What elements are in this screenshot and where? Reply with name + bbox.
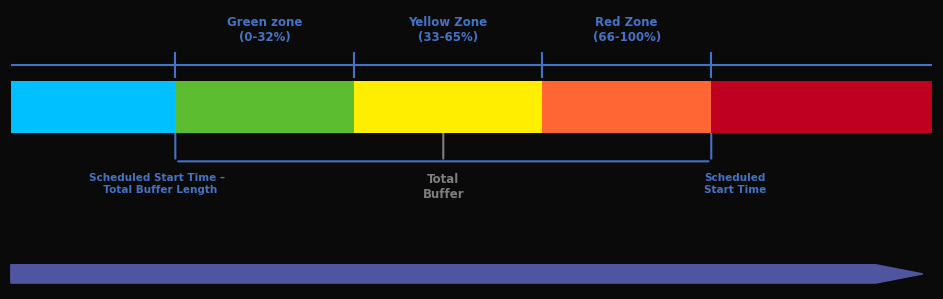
- Bar: [10, 81, 175, 133]
- Bar: [542, 81, 711, 133]
- Text: Scheduled Start Time –
  Total Buffer Length: Scheduled Start Time – Total Buffer Leng…: [89, 173, 224, 195]
- FancyArrow shape: [10, 265, 923, 283]
- Text: Red Zone
(66-100%): Red Zone (66-100%): [592, 16, 661, 44]
- Bar: [711, 81, 933, 133]
- Text: Early: Early: [72, 100, 115, 115]
- Text: Yellow Zone
(33-65%): Yellow Zone (33-65%): [408, 16, 488, 44]
- Bar: [175, 81, 354, 133]
- Text: Green zone
(0-32%): Green zone (0-32%): [227, 16, 303, 44]
- Text: Scheduled
Start Time: Scheduled Start Time: [703, 173, 766, 195]
- Text: Total
Buffer: Total Buffer: [422, 173, 464, 201]
- Text: Flow of Time: Flow of Time: [417, 266, 526, 281]
- Bar: [354, 81, 542, 133]
- Text: Late: Late: [802, 100, 840, 115]
